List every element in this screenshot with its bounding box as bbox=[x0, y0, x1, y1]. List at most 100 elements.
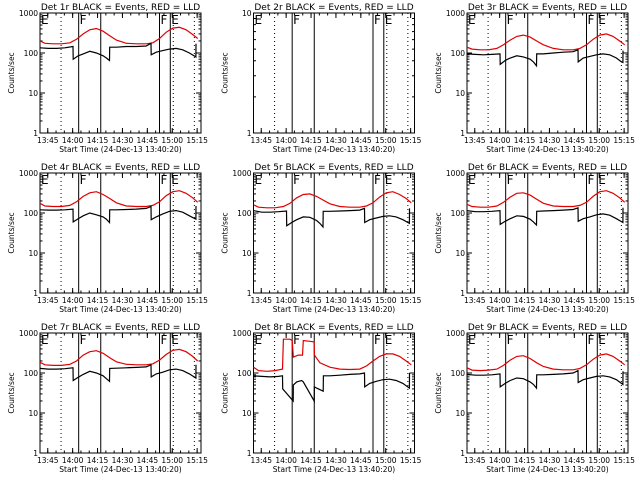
x-tick-label: 14:00 bbox=[489, 136, 511, 145]
x-tick-label: 14:00 bbox=[275, 136, 297, 145]
x-tick-label: 14:45 bbox=[564, 296, 586, 305]
x-tick-label: 15:00 bbox=[588, 136, 610, 145]
marker-label-E: E bbox=[41, 333, 49, 347]
y-tick-label: 1000 bbox=[232, 329, 251, 338]
x-tick-label: 15:15 bbox=[400, 456, 422, 465]
x-axis-label: Start Time (24-Dec-13 13:40:20) bbox=[273, 465, 395, 474]
series-events-line bbox=[39, 363, 197, 383]
series-events-line bbox=[466, 48, 624, 68]
x-tick-label: 14:00 bbox=[275, 296, 297, 305]
x-tick-label: 14:00 bbox=[62, 456, 84, 465]
x-tick-label: 14:30 bbox=[112, 136, 134, 145]
plot-frame bbox=[253, 172, 415, 294]
chart-title: Det 4r BLACK = Events, RED = LLD bbox=[41, 163, 200, 173]
series-lld-line bbox=[39, 348, 199, 366]
chart-title: Det 7r BLACK = Events, RED = LLD bbox=[41, 323, 200, 333]
x-axis-label: Start Time (24-Dec-13 13:40:20) bbox=[59, 145, 181, 154]
y-axis-label: Counts/sec bbox=[221, 52, 230, 93]
marker-label-E: E bbox=[598, 333, 606, 347]
marker-label-E: E bbox=[598, 13, 606, 27]
marker-label-F: F bbox=[80, 13, 87, 27]
marker-label-F: F bbox=[80, 173, 87, 187]
x-tick-label: 15:00 bbox=[161, 296, 183, 305]
x-tick-label: 14:30 bbox=[325, 456, 347, 465]
series-lld-line bbox=[39, 26, 199, 45]
x-tick-label: 14:15 bbox=[300, 296, 322, 305]
y-tick-label: 1000 bbox=[19, 9, 38, 18]
x-tick-label: 14:15 bbox=[300, 136, 322, 145]
x-tick-label: 15:15 bbox=[400, 136, 422, 145]
x-tick-label: 14:45 bbox=[350, 456, 372, 465]
x-tick-label: 14:45 bbox=[564, 136, 586, 145]
marker-label-F: F bbox=[588, 173, 595, 187]
marker-label-E: E bbox=[468, 13, 476, 27]
x-tick-label: 14:30 bbox=[539, 456, 561, 465]
chart-panel-9: Det 9r BLACK = Events, RED = LLD 1 10 100 10… bbox=[434, 323, 635, 474]
x-tick-label: 14:15 bbox=[300, 456, 322, 465]
marker-label-F: F bbox=[293, 13, 300, 27]
x-tick-label: 14:30 bbox=[112, 456, 134, 465]
series-lld-line bbox=[253, 191, 412, 209]
x-tick-label: 13:45 bbox=[250, 456, 272, 465]
marker-label-F: F bbox=[161, 173, 168, 187]
x-tick-label: 14:15 bbox=[87, 136, 109, 145]
series-events-line bbox=[253, 372, 411, 404]
chart-panel-5: Det 5r BLACK = Events, RED = LLD 1 10 100 10… bbox=[221, 163, 422, 314]
x-tick-label: 14:45 bbox=[137, 296, 159, 305]
x-tick-label: 13:45 bbox=[250, 296, 272, 305]
marker-label-E: E bbox=[171, 333, 179, 347]
series-lld-line bbox=[253, 338, 412, 372]
marker-label-E: E bbox=[255, 13, 263, 27]
x-tick-label: 14:45 bbox=[564, 456, 586, 465]
y-tick-label: 100 bbox=[24, 369, 39, 378]
y-tick-label: 100 bbox=[451, 209, 466, 218]
marker-label-E: E bbox=[171, 13, 179, 27]
chart-panel-1: Det 1r BLACK = Events, RED = LLD 1 10 100 10… bbox=[7, 3, 208, 154]
x-axis-label: Start Time (24-Dec-13 13:40:20) bbox=[59, 465, 181, 474]
plot-frame bbox=[466, 332, 629, 454]
x-axis-label: Start Time (24-Dec-13 13:40:20) bbox=[486, 305, 608, 314]
x-tick-label: 15:15 bbox=[400, 296, 422, 305]
x-axis-label: Start Time (24-Dec-13 13:40:20) bbox=[273, 145, 395, 154]
chart-title: Det 8r BLACK = Events, RED = LLD bbox=[254, 323, 413, 333]
y-tick-label: 10 bbox=[28, 409, 38, 418]
x-tick-label: 15:15 bbox=[613, 456, 635, 465]
chart-title: Det 3r BLACK = Events, RED = LLD bbox=[468, 3, 627, 13]
marker-label-E: E bbox=[598, 173, 606, 187]
series-events-line bbox=[39, 42, 197, 62]
x-axis-label: Start Time (24-Dec-13 13:40:20) bbox=[59, 305, 181, 314]
y-axis-label: Counts/sec bbox=[434, 212, 443, 253]
series-events-line bbox=[466, 206, 624, 227]
x-axis-label: Start Time (24-Dec-13 13:40:20) bbox=[486, 465, 608, 474]
plot-frame bbox=[39, 332, 202, 454]
chart-title: Det 5r BLACK = Events, RED = LLD bbox=[254, 163, 413, 173]
y-tick-label: 10 bbox=[242, 249, 252, 258]
marker-label-E: E bbox=[385, 173, 393, 187]
series-events-line bbox=[39, 205, 197, 224]
series-events-line bbox=[466, 369, 624, 390]
plot-frame bbox=[466, 12, 629, 134]
marker-label-F: F bbox=[588, 13, 595, 27]
marker-label-E: E bbox=[41, 173, 49, 187]
plot-frame bbox=[253, 12, 415, 134]
y-axis-label: Counts/sec bbox=[434, 52, 443, 93]
y-tick-label: 10 bbox=[242, 409, 252, 418]
marker-label-F: F bbox=[588, 333, 595, 347]
x-tick-label: 15:15 bbox=[186, 136, 208, 145]
marker-label-F: F bbox=[374, 333, 381, 347]
series-events-line bbox=[253, 207, 411, 229]
chart-panel-7: Det 7r BLACK = Events, RED = LLD 1 10 100 10… bbox=[7, 323, 208, 474]
y-axis-label: Counts/sec bbox=[434, 372, 443, 413]
x-tick-label: 13:45 bbox=[464, 296, 486, 305]
x-tick-label: 14:30 bbox=[325, 296, 347, 305]
series-lld-line bbox=[39, 190, 199, 208]
marker-label-E: E bbox=[255, 333, 263, 347]
x-tick-label: 14:30 bbox=[539, 136, 561, 145]
y-tick-label: 10 bbox=[455, 249, 465, 258]
x-tick-label: 14:30 bbox=[325, 136, 347, 145]
chart-title: Det 1r BLACK = Events, RED = LLD bbox=[41, 3, 200, 13]
y-tick-label: 1 bbox=[247, 449, 252, 458]
y-tick-label: 100 bbox=[451, 369, 466, 378]
chart-panel-8: Det 8r BLACK = Events, RED = LLD 1 10 100 10… bbox=[221, 323, 422, 474]
